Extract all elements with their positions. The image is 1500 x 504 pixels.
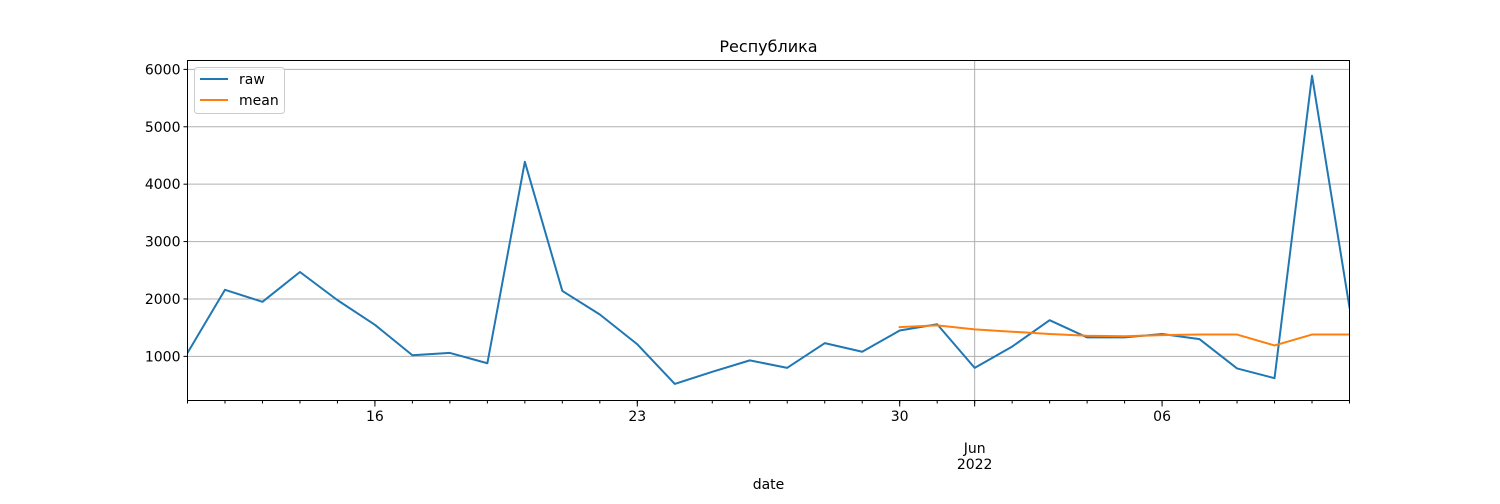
x-tick-label: 16 xyxy=(366,409,384,425)
y-tick-label: 5000 xyxy=(145,120,181,136)
legend-label-raw: raw xyxy=(239,72,265,88)
series-line-raw xyxy=(187,74,1350,385)
x-tick-sublabel: 2022 xyxy=(957,457,993,473)
y-tick-label: 4000 xyxy=(145,177,181,193)
y-tick-label: 2000 xyxy=(145,292,181,308)
plot-lines xyxy=(187,74,1350,385)
grid xyxy=(187,60,1350,401)
chart-title: Республика xyxy=(719,37,817,56)
legend: raw mean xyxy=(194,67,285,114)
y-tick-label: 3000 xyxy=(145,235,181,251)
x-tick-label: 23 xyxy=(628,409,646,425)
plot-area xyxy=(187,60,1350,401)
series-line-mean xyxy=(898,324,1350,347)
legend-label-mean: mean xyxy=(239,93,279,109)
x-axis-label: date xyxy=(753,477,785,493)
y-axis: 1000 2000 3000 4000 5000 6000 xyxy=(145,62,188,365)
y-tick-label: 6000 xyxy=(145,62,181,78)
x-tick-label: 06 xyxy=(1153,409,1171,425)
x-tick-label: Jun xyxy=(963,441,986,457)
y-tick-label: 1000 xyxy=(145,349,181,365)
x-tick-label: 30 xyxy=(891,409,909,425)
